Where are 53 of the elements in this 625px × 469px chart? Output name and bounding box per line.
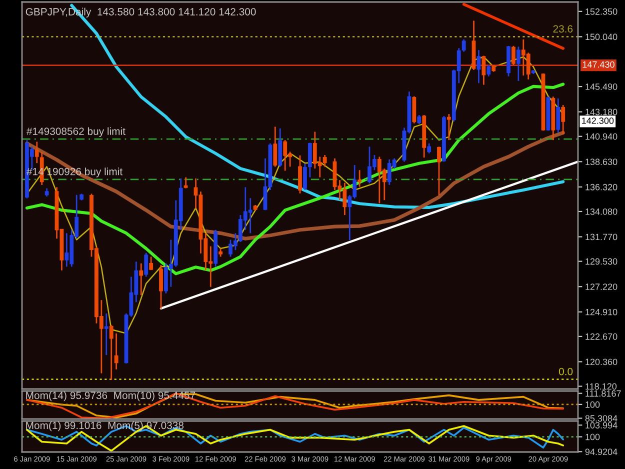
candlestick: [114, 332, 118, 370]
candlestick: [273, 126, 278, 168]
y-tick-label: 131.770: [586, 234, 618, 240]
candlestick: [104, 312, 108, 356]
y-tick-label: 118.120: [586, 383, 617, 390]
y-tick-label: 100: [586, 434, 600, 440]
y-tick-label: 143.180: [586, 108, 618, 116]
annotation: 23.6: [553, 25, 573, 33]
candlestick: [298, 154, 302, 194]
candlestick: [486, 64, 491, 78]
candlestick: [149, 256, 154, 271]
y-tick-label: 138.630: [586, 158, 618, 166]
y-tick-label: 122.670: [586, 333, 618, 340]
y-tick-label: 100: [586, 401, 600, 408]
candlestick: [476, 49, 481, 84]
y-tick-label: 127.220: [586, 284, 618, 290]
y-tick-label: 136.320: [586, 184, 618, 190]
y-tick-label: 129.530: [586, 258, 618, 265]
candlestick: [139, 262, 144, 296]
y-tick-label: 85.3084: [585, 415, 618, 422]
candlestick: [446, 113, 451, 141]
y-tick-label: 124.910: [586, 308, 618, 316]
y-tick-label: 140.940: [586, 133, 618, 140]
ref-line-label: #149308562 buy limit: [26, 127, 126, 138]
annotation: 0.0: [558, 368, 573, 376]
ref-line-label: 147.430: [582, 61, 614, 68]
line-series: [25, 82, 565, 276]
y-tick-label: 134.080: [586, 208, 618, 215]
candlestick: [159, 264, 163, 310]
candlestick: [34, 141, 39, 164]
candlestick: [561, 104, 566, 136]
y-tick-label: 150.040: [586, 34, 618, 40]
candlestick: [109, 324, 114, 381]
annotation: 142.300: [582, 118, 614, 124]
y-tick-label: 111.8167: [586, 390, 621, 397]
candlestick: [556, 98, 560, 134]
candlestick: [516, 46, 520, 82]
candlestick: [427, 142, 432, 154]
y-tick-label: 145.490: [586, 84, 618, 90]
y-tick-label: 94.9204: [585, 448, 618, 456]
candlestick: [482, 55, 486, 86]
candlestick: [512, 45, 516, 66]
candlestick: [462, 38, 466, 52]
y-tick-label: 120.360: [586, 358, 618, 366]
candlestick: [308, 142, 312, 178]
y-tick-label: 152.350: [586, 8, 618, 15]
candlestick: [358, 169, 362, 188]
candlestick: [437, 146, 441, 196]
y-tick-label: 103.994: [586, 422, 618, 428]
chart-title: Mom(1) 99.1016 Mom(5) 97.0338: [26, 421, 184, 432]
candlestick: [144, 252, 148, 278]
candlestick: [303, 162, 307, 191]
candlestick: [184, 176, 188, 189]
